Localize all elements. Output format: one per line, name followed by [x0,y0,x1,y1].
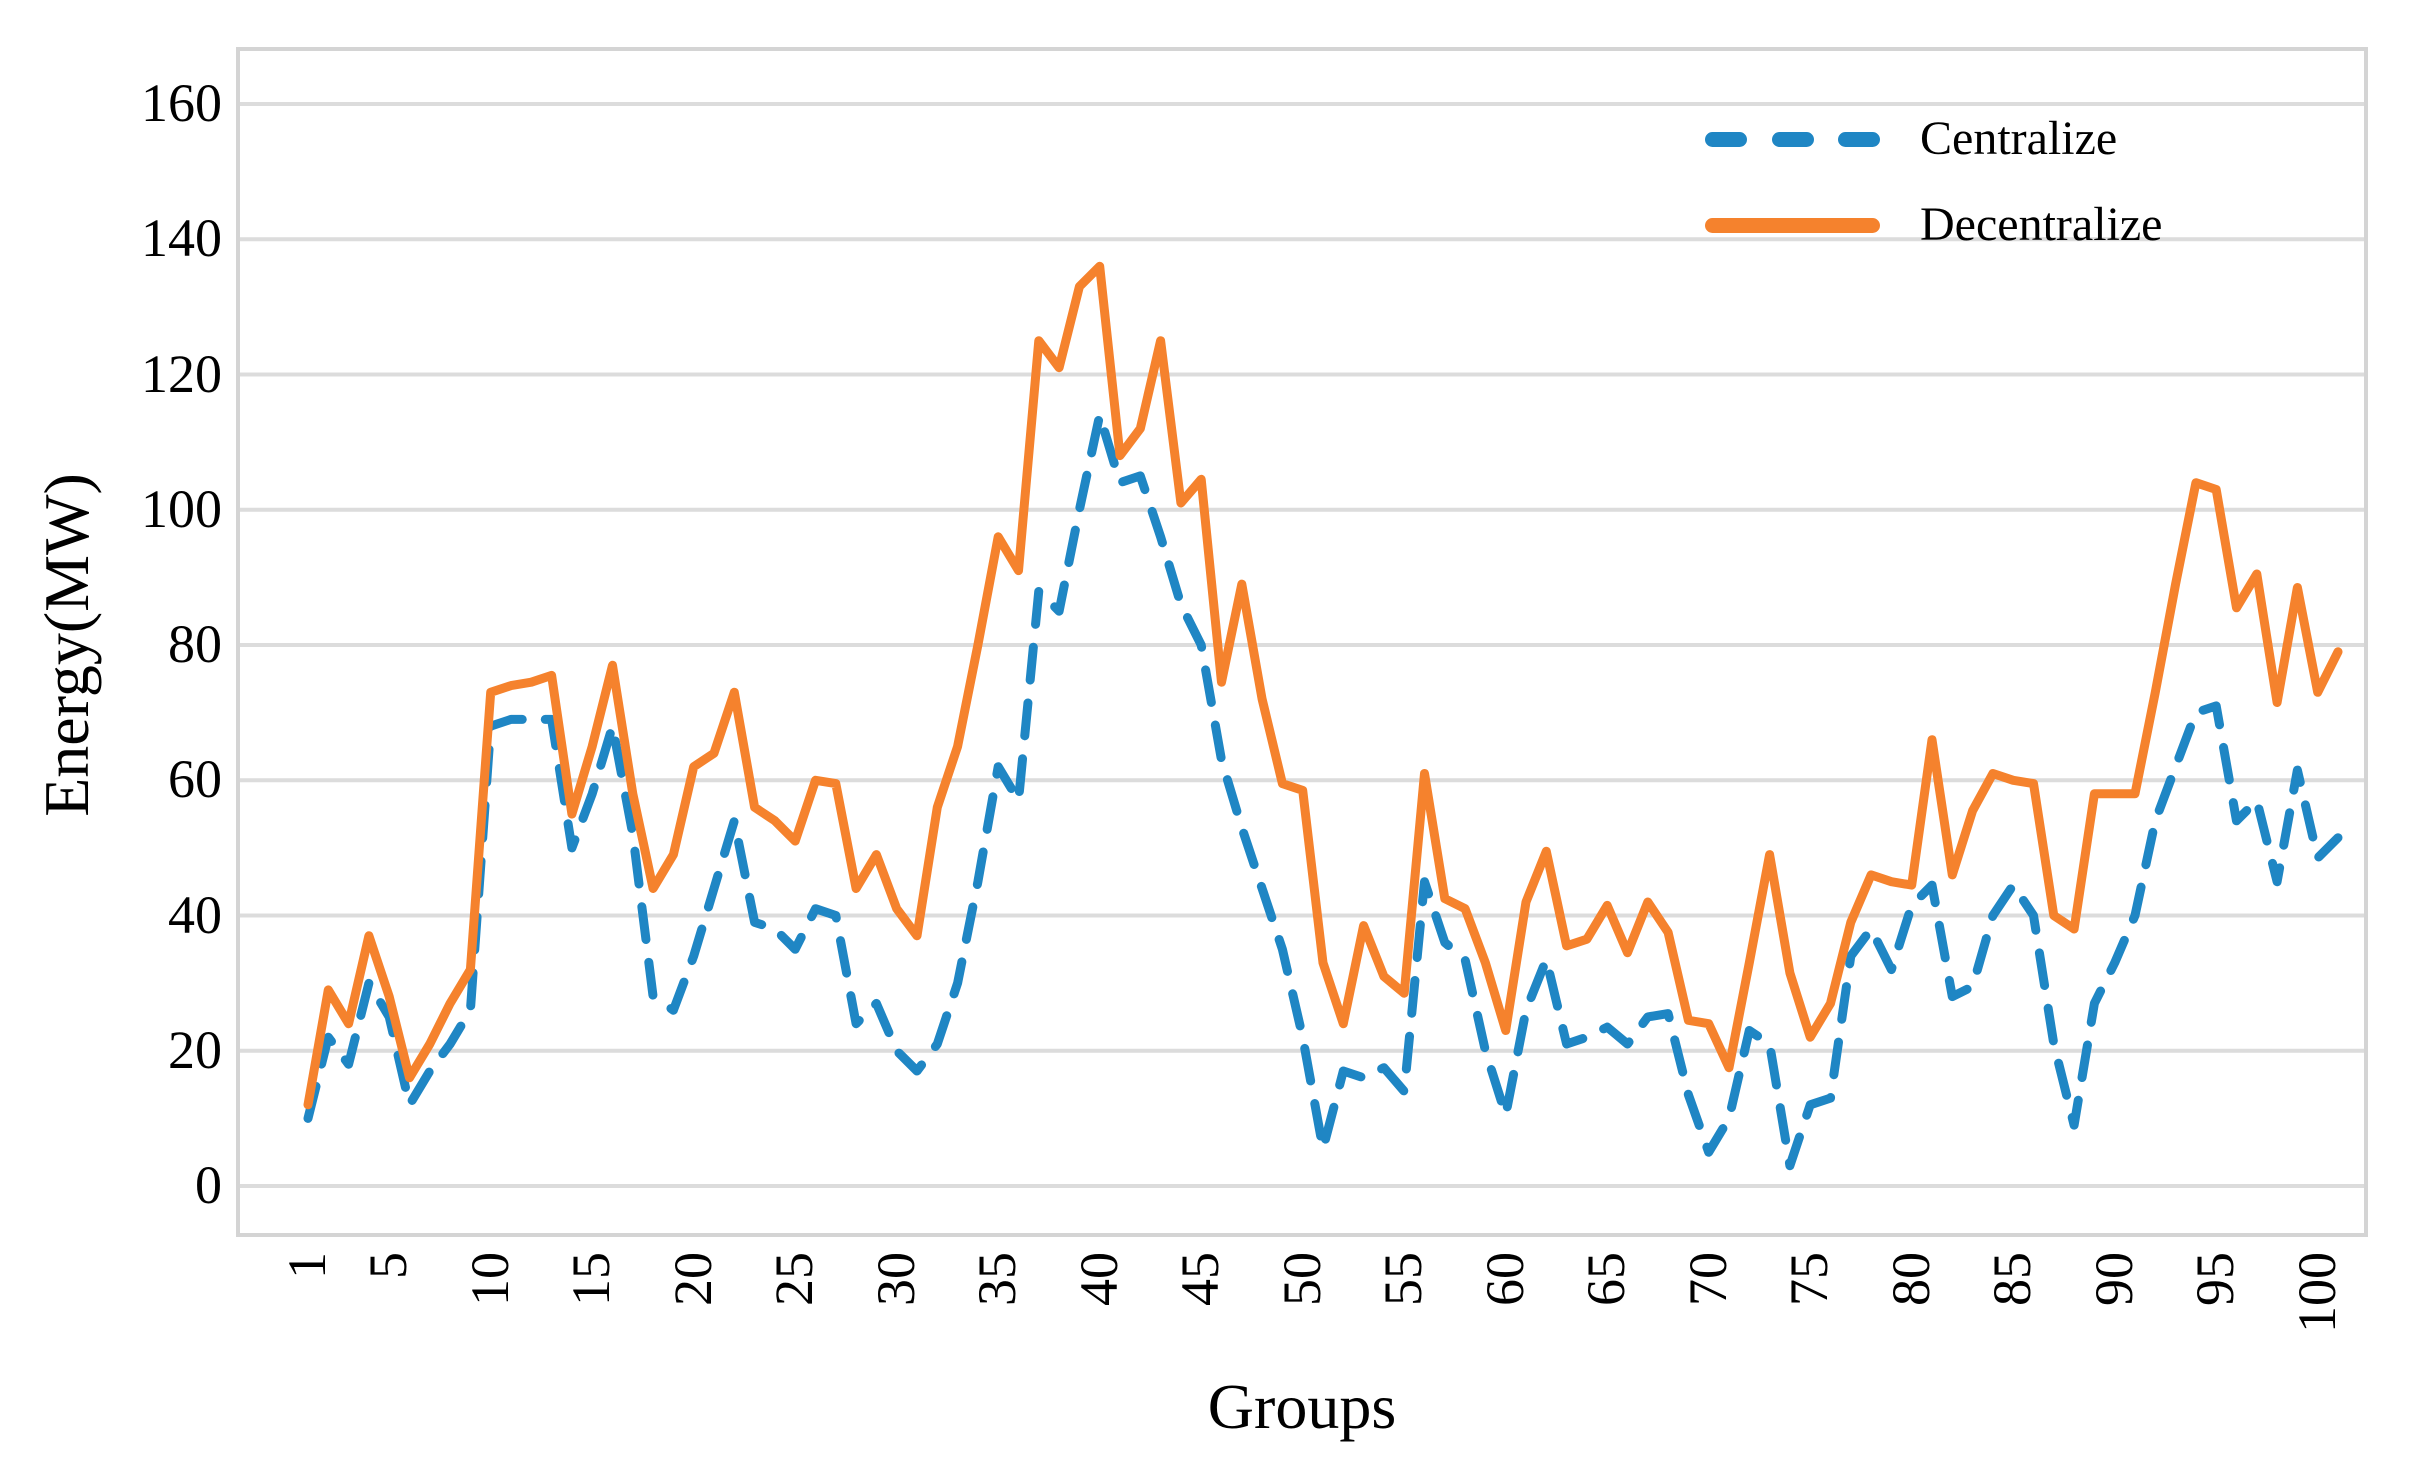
y-tick-label-20: 20 [168,1019,222,1080]
x-axis-title: Groups [1207,1371,1397,1442]
plot-border [236,47,2368,1237]
y-tick-label-140: 140 [141,208,222,269]
y-tick-label-80: 80 [168,614,222,674]
series-line-decentralize [303,261,2343,1110]
centralize-dashed-line-swatch [1705,131,1880,147]
y-tick-label-60: 60 [168,749,222,810]
decentralize-solid-line-swatch [1705,217,1880,233]
y-axis-title: Energy(MW) [31,473,102,817]
series-line-centralize [303,410,2343,1171]
y-tick-label-100: 100 [141,478,222,539]
y-tick-label-0: 0 [195,1155,222,1215]
legend-label: Decentralize [1920,198,2163,251]
y-tick-label-40: 40 [168,884,222,945]
legend-label: Centralize [1920,112,2118,165]
y-tick-label-160: 160 [141,73,222,133]
legend-entry-centralize: Centralize [1705,108,2162,170]
legend: Centralize Decentralize [1705,108,2162,256]
y-tick-label-120: 120 [141,343,222,404]
legend-entry-decentralize: Decentralize [1705,194,2162,256]
